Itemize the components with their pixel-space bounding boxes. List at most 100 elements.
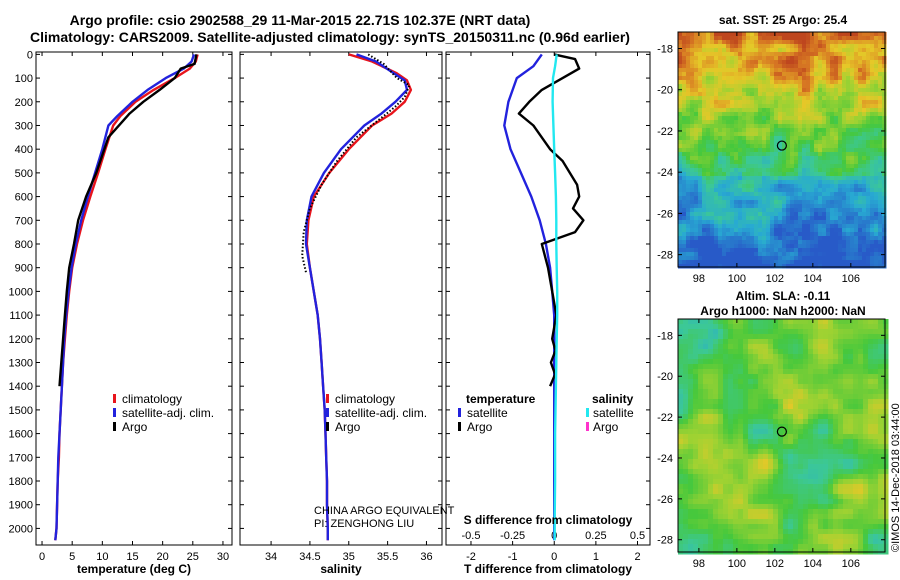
- map-cell: [738, 124, 743, 129]
- map-cell: [813, 404, 819, 410]
- map-cell: [822, 172, 827, 177]
- map-cell: [882, 148, 887, 153]
- map-cell: [722, 260, 727, 265]
- map-cell: [793, 324, 799, 330]
- map-cell: [746, 132, 751, 137]
- map-cell: [694, 32, 699, 37]
- map-cell: [798, 264, 803, 269]
- map-cell: [728, 529, 734, 535]
- map-cell: [794, 56, 799, 61]
- map-cell: [733, 494, 739, 500]
- map-cell: [734, 116, 739, 121]
- map-cell: [838, 216, 843, 221]
- map-cell: [878, 389, 884, 395]
- map-cell: [802, 120, 807, 125]
- map-cell: [794, 196, 799, 201]
- map-cell: [788, 474, 794, 480]
- map-cell: [882, 180, 887, 185]
- map-cell: [686, 204, 691, 209]
- map-cell: [782, 80, 787, 85]
- map-cell: [814, 32, 819, 37]
- map-cell: [806, 248, 811, 253]
- map-cell: [826, 32, 831, 37]
- map-cell: [770, 88, 775, 93]
- map-cell: [873, 449, 879, 455]
- map-cell: [754, 232, 759, 237]
- map-cell: [870, 256, 875, 261]
- map-cell: [862, 264, 867, 269]
- map-cell: [866, 60, 871, 65]
- map-cell: [778, 349, 784, 355]
- map-cell: [758, 88, 763, 93]
- map-cell: [774, 224, 779, 229]
- map-cell: [762, 56, 767, 61]
- map-cell: [718, 354, 724, 360]
- map-cell: [838, 349, 844, 355]
- map-cell: [723, 474, 729, 480]
- map-cell: [678, 434, 684, 440]
- map-cell: [723, 354, 729, 360]
- map-cell: [690, 124, 695, 129]
- map-cell: [754, 172, 759, 177]
- map-cell: [868, 509, 874, 515]
- map-cell: [713, 429, 719, 435]
- map-cell: [706, 128, 711, 133]
- map-cell: [710, 224, 715, 229]
- map-cell: [743, 444, 749, 450]
- map-cell: [786, 112, 791, 117]
- map-cell: [793, 344, 799, 350]
- map-cell: [770, 164, 775, 169]
- map-cell: [798, 424, 804, 430]
- map-cell: [878, 40, 883, 45]
- map-cell: [713, 414, 719, 420]
- map-cell: [873, 484, 879, 490]
- map-cell: [854, 68, 859, 73]
- map-cell: [858, 509, 864, 515]
- map-cell: [743, 479, 749, 485]
- map-cell: [802, 144, 807, 149]
- map-cell: [870, 96, 875, 101]
- map-cell: [826, 136, 831, 141]
- map-cell: [730, 208, 735, 213]
- map-cell: [806, 180, 811, 185]
- map-cell: [774, 108, 779, 113]
- map-cell: [758, 359, 764, 365]
- map-cell: [754, 36, 759, 41]
- map-cell: [708, 539, 714, 545]
- map-cell: [866, 108, 871, 113]
- map-cell: [794, 244, 799, 249]
- map-cell: [874, 108, 879, 113]
- map-cell: [788, 349, 794, 355]
- map-cell: [750, 180, 755, 185]
- map-cell: [782, 148, 787, 153]
- map-cell: [774, 152, 779, 157]
- map-cell: [862, 240, 867, 245]
- map-cell: [782, 204, 787, 209]
- map-cell: [766, 264, 771, 269]
- map-cell: [762, 84, 767, 89]
- map-cell: [773, 364, 779, 370]
- map-cell: [878, 244, 883, 249]
- map-cell: [842, 84, 847, 89]
- map-cell: [738, 439, 744, 445]
- map-cell: [848, 484, 854, 490]
- map-cell: [748, 409, 754, 415]
- map-cell: [786, 64, 791, 69]
- map-cell: [758, 188, 763, 193]
- map-cell: [858, 208, 863, 213]
- map-cell: [738, 88, 743, 93]
- map-cell: [728, 499, 734, 505]
- map-cell: [688, 464, 694, 470]
- map-cell: [738, 359, 744, 365]
- map-cell: [714, 64, 719, 69]
- map-cell: [683, 439, 689, 445]
- map-cell: [726, 184, 731, 189]
- map-cell: [790, 180, 795, 185]
- map-cell: [868, 484, 874, 490]
- map-cell: [830, 80, 835, 85]
- map-cell: [814, 216, 819, 221]
- map-cell: [733, 464, 739, 470]
- map-cell: [754, 40, 759, 45]
- map-cell: [878, 180, 883, 185]
- map-cell: [762, 172, 767, 177]
